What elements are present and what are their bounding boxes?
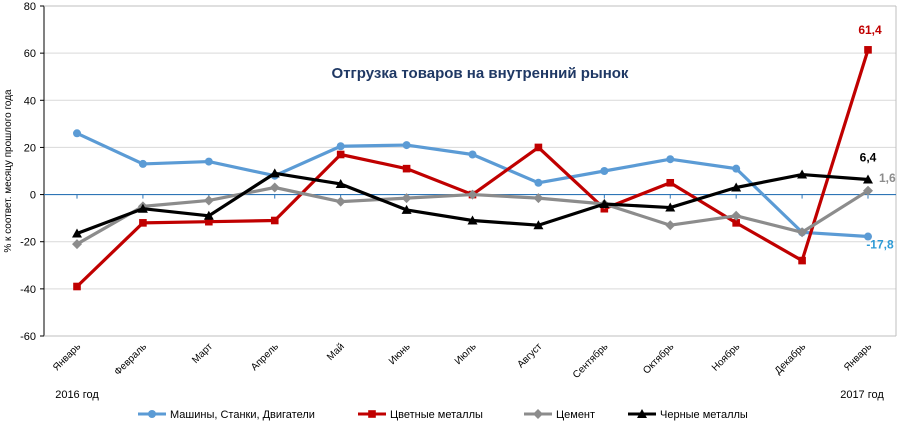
series xyxy=(72,46,873,291)
legend-label: Цветные металлы xyxy=(390,409,483,421)
data-label-end: 1,6 xyxy=(879,171,896,185)
data-point-machines xyxy=(336,142,345,151)
data-point-nonferrous xyxy=(270,216,279,225)
series-nonferrous xyxy=(73,46,872,291)
series-machines xyxy=(73,129,872,241)
data-point-cement xyxy=(401,193,412,204)
data-point-nonferrous xyxy=(139,219,147,227)
data-point-nonferrous xyxy=(732,219,740,227)
data-point-machines xyxy=(666,155,675,164)
data-point-nonferrous xyxy=(205,217,213,226)
legend-swatch-marker xyxy=(637,409,647,418)
data-point-cement xyxy=(269,182,280,193)
series-ferrous xyxy=(72,168,873,238)
legend-item-ferrous: Черные металлы xyxy=(628,409,748,421)
data-point-cement xyxy=(335,196,346,207)
data-point-ferrous xyxy=(533,220,544,230)
data-point-ferrous xyxy=(269,168,280,178)
y-axis-label: % к соответ. месяцу прошлого года xyxy=(3,89,14,253)
data-point-ferrous xyxy=(797,169,808,179)
data-point-nonferrous xyxy=(336,150,345,159)
data-point-nonferrous xyxy=(798,256,806,265)
series-line-nonferrous xyxy=(75,49,870,288)
data-point-ferrous xyxy=(665,202,676,212)
y-tick-label: -20 xyxy=(20,237,36,249)
data-point-machines xyxy=(402,141,411,150)
legend-item-cement: Цемент xyxy=(524,409,595,421)
data-point-machines xyxy=(73,129,81,138)
data-point-cement xyxy=(533,193,544,204)
legend: Машины, Станки, Двигатели Цветные металлы… xyxy=(138,409,748,421)
legend-swatch-marker xyxy=(148,410,156,418)
x-tick-label: Январь xyxy=(842,341,874,373)
data-point-cement xyxy=(731,210,742,221)
year-label-start: 2016 год xyxy=(55,389,99,401)
data-point-cement xyxy=(72,239,82,250)
data-point-cement xyxy=(203,195,214,206)
x-tick-label: Ноябрь xyxy=(709,341,742,374)
axes: 80 60 40 20 0 -20 -40 -60 Январь Февраль Март Апрел… xyxy=(20,1,897,401)
data-point-machines xyxy=(468,150,477,159)
data-point-cement xyxy=(665,220,676,231)
data-label-end: 6,4 xyxy=(860,150,877,164)
data-point-ferrous xyxy=(467,215,478,225)
y-tick-label: 80 xyxy=(24,1,36,13)
data-point-nonferrous xyxy=(864,46,872,54)
data-point-machines xyxy=(204,157,213,166)
data-point-nonferrous xyxy=(534,143,543,152)
legend-item-nonferrous: Цветные металлы xyxy=(358,409,483,421)
data-label-end: 61,4 xyxy=(858,23,882,37)
data-point-ferrous xyxy=(863,174,873,184)
year-label-end: 2017 год xyxy=(840,389,884,401)
y-tick-label: 20 xyxy=(24,142,36,154)
chart-title: Отгрузка товаров на внутренний рынок xyxy=(332,65,629,82)
data-point-nonferrous xyxy=(402,164,411,173)
legend-swatch-marker xyxy=(368,410,376,418)
data-point-machines xyxy=(138,159,147,168)
x-tick-label: Февраль xyxy=(113,341,150,378)
data-point-cement xyxy=(863,185,873,196)
y-tick-label: 0 xyxy=(30,190,36,202)
data-point-ferrous xyxy=(335,178,346,188)
data-point-ferrous xyxy=(401,204,412,214)
data-point-cement xyxy=(467,189,478,200)
gridlines xyxy=(44,5,896,337)
x-tick-label: Июнь xyxy=(387,341,413,367)
x-tick-label: Август xyxy=(515,341,544,370)
x-tick-label: Январь xyxy=(51,341,83,373)
x-tick-label: Апрель xyxy=(249,341,281,373)
y-tick-label: -40 xyxy=(20,284,36,296)
data-point-nonferrous xyxy=(666,178,675,187)
data-point-ferrous xyxy=(599,199,610,208)
legend-label: Машины, Станки, Двигатели xyxy=(170,409,315,421)
data-point-machines xyxy=(534,178,543,187)
data-point-machines xyxy=(600,167,609,175)
data-point-machines xyxy=(864,232,872,241)
legend-swatch-marker xyxy=(533,409,543,419)
y-tick-label: 60 xyxy=(24,48,36,60)
y-tick-label: -60 xyxy=(20,331,36,343)
y-tick-label: 40 xyxy=(24,95,36,107)
data-point-nonferrous xyxy=(73,282,81,291)
data-point-ferrous xyxy=(731,182,742,192)
x-tick-label: Сентябрь xyxy=(570,341,610,381)
legend-label: Черные металлы xyxy=(660,409,748,421)
data-labels: -17,8 61,4 1,66,4 xyxy=(858,23,896,252)
data-label-end: -17,8 xyxy=(866,238,894,252)
x-tick-label: Октябрь xyxy=(640,341,676,377)
data-point-ferrous xyxy=(203,210,214,220)
data-point-cement xyxy=(797,227,808,238)
x-tick-label: Июль xyxy=(453,341,479,367)
legend-label: Цемент xyxy=(556,409,595,421)
legend-item-machines: Машины, Станки, Двигатели xyxy=(138,409,315,421)
data-point-machines xyxy=(732,164,741,173)
x-tick-label: Декабрь xyxy=(772,341,808,377)
data-point-ferrous xyxy=(137,203,148,213)
x-tick-label: Май xyxy=(325,341,347,363)
data-point-ferrous xyxy=(72,228,82,238)
x-tick-label: Март xyxy=(190,341,215,366)
